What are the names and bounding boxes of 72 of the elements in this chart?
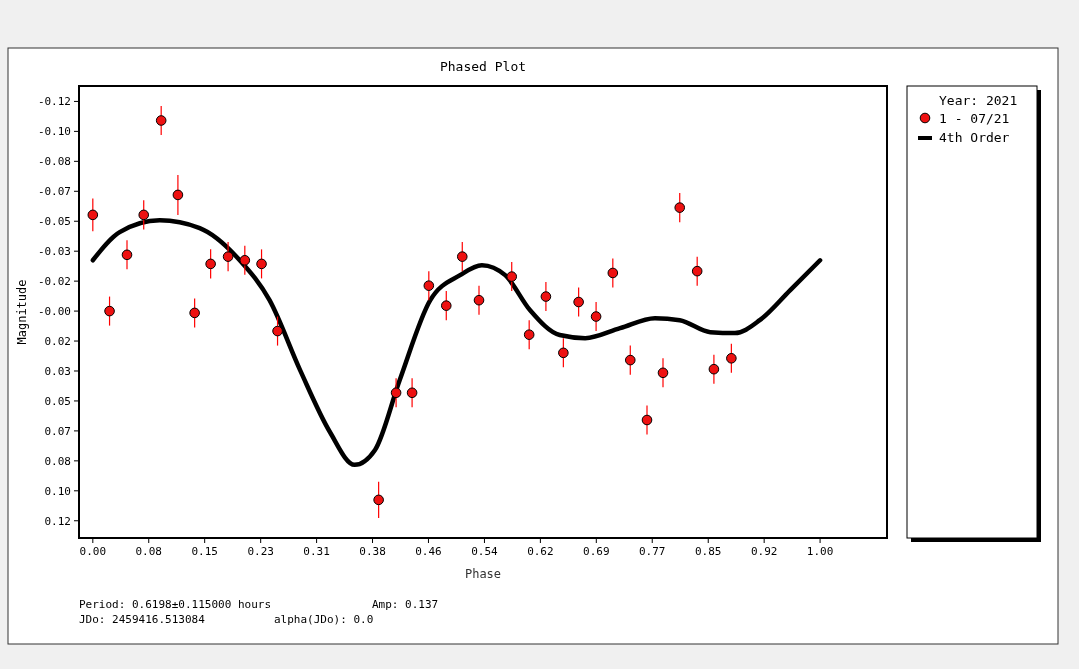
point xyxy=(256,258,267,270)
point xyxy=(104,305,115,317)
point xyxy=(423,280,435,291)
point xyxy=(121,249,133,261)
chart-title: Phased Plot xyxy=(439,59,527,74)
y-tick-label: -0.02 xyxy=(37,275,71,289)
point xyxy=(390,387,402,399)
point xyxy=(558,347,569,359)
y-tick-label: 0.08 xyxy=(44,454,71,468)
point xyxy=(708,363,720,375)
x-tick-label: 0.15 xyxy=(191,545,218,558)
x-tick-label: 1.00 xyxy=(806,545,834,558)
point xyxy=(691,265,703,277)
point xyxy=(624,354,636,366)
point xyxy=(373,494,384,506)
x-tick-label: 0.31 xyxy=(303,545,330,558)
y-tick-label: -0.07 xyxy=(37,185,71,199)
y-tick-label: -0.12 xyxy=(37,95,71,109)
legend-label: 4th Order xyxy=(939,130,1010,145)
text: Period: 0.6198±0.115000 hours xyxy=(79,598,272,611)
point xyxy=(239,254,251,266)
x-tick-label: 0.38 xyxy=(359,545,386,558)
y-tick-label: 0.12 xyxy=(44,514,71,528)
point xyxy=(674,202,686,213)
point xyxy=(440,300,452,311)
x-tick-label: 0.23 xyxy=(247,545,274,558)
point xyxy=(657,367,669,379)
x-tick-label: 0.77 xyxy=(638,545,666,558)
point xyxy=(726,352,737,364)
text: Amp: 0.137 xyxy=(372,598,439,611)
y-tick-label: -0.10 xyxy=(37,125,71,139)
y-tick-label: 0.02 xyxy=(44,335,71,349)
legend-title: Year: 2021 xyxy=(939,93,1018,108)
x-tick-label: 0.08 xyxy=(135,545,162,558)
point xyxy=(172,189,184,201)
y-tick-label: 0.03 xyxy=(44,365,71,378)
point xyxy=(138,209,150,221)
y-axis-title: Magnitude xyxy=(15,279,29,345)
x-tick-label: 0.00 xyxy=(79,545,107,558)
text: JDo: 2459416.513084 xyxy=(79,613,206,626)
point xyxy=(523,329,535,340)
y-tick-label: -0.05 xyxy=(37,215,71,229)
point xyxy=(590,311,602,322)
point xyxy=(205,258,216,270)
legend-label: 1 - 07/21 xyxy=(939,111,1010,126)
y-tick-label: 0.10 xyxy=(44,484,71,498)
x-tick-label: 0.92 xyxy=(750,545,778,558)
point xyxy=(540,291,552,302)
point xyxy=(573,296,584,308)
point xyxy=(222,251,234,262)
point xyxy=(641,414,653,426)
point xyxy=(189,307,200,319)
y-tick-label: 0.05 xyxy=(44,394,71,408)
point xyxy=(406,387,418,399)
x-axis-title: Phase xyxy=(464,567,502,581)
text: alpha(JDo): 0.0 xyxy=(274,613,374,626)
point xyxy=(87,209,99,221)
point xyxy=(456,251,468,262)
y-tick-label: 0.07 xyxy=(44,424,71,438)
x-tick-label: 0.54 xyxy=(471,545,499,558)
y-tick-label: -0.08 xyxy=(37,155,71,169)
y-tick-label: -0.00 xyxy=(37,305,71,319)
x-tick-label: 0.62 xyxy=(527,545,554,558)
x-tick-label: 0.69 xyxy=(583,545,610,558)
point xyxy=(506,271,518,282)
point xyxy=(155,115,167,126)
y-tick-label: -0.03 xyxy=(37,245,71,259)
point xyxy=(272,325,283,337)
point xyxy=(607,267,619,279)
x-tick-label: 0.85 xyxy=(694,545,722,558)
x-tick-label: 0.46 xyxy=(415,545,442,558)
point xyxy=(473,294,485,306)
